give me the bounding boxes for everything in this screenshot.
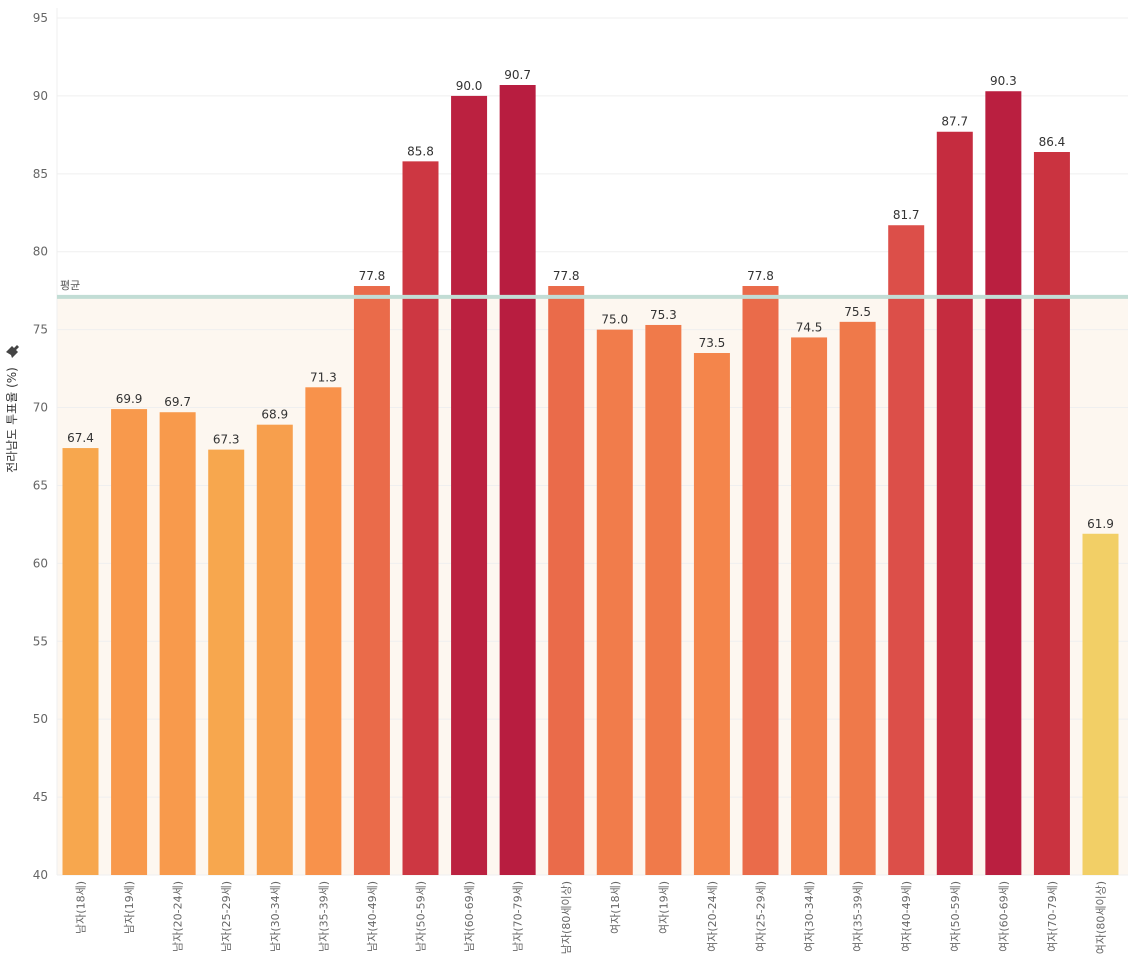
bar-value-label: 75.5 bbox=[844, 305, 871, 319]
x-category-label: 여자(60-69세) bbox=[997, 881, 1010, 952]
bar[interactable] bbox=[936, 131, 973, 876]
x-category-label: 여자(70-79세) bbox=[1046, 881, 1059, 952]
bar[interactable] bbox=[305, 387, 342, 875]
y-tick-label: 65 bbox=[33, 478, 48, 492]
bar-value-label: 74.5 bbox=[796, 320, 823, 334]
y-axis-label: 전라남도 투표율 (%) bbox=[5, 367, 19, 473]
bar-value-label: 90.3 bbox=[990, 74, 1017, 88]
bar[interactable] bbox=[208, 449, 245, 875]
x-category-label: 여자(50-59세) bbox=[949, 881, 962, 952]
y-tick-label: 75 bbox=[33, 323, 48, 337]
bar-value-label: 87.7 bbox=[941, 115, 968, 129]
x-category-label: 남자(19세) bbox=[123, 881, 136, 934]
bar[interactable] bbox=[985, 91, 1022, 875]
bar-value-label: 90.7 bbox=[504, 68, 531, 82]
bar-value-label: 81.7 bbox=[893, 208, 920, 222]
x-category-label: 남자(25-29세) bbox=[220, 881, 233, 952]
bar[interactable] bbox=[548, 286, 585, 875]
bar[interactable] bbox=[353, 286, 390, 875]
bar[interactable] bbox=[451, 95, 488, 876]
bar-value-label: 75.0 bbox=[601, 313, 628, 327]
x-category-label: 여자(35-39세) bbox=[852, 881, 865, 952]
bar[interactable] bbox=[62, 448, 99, 875]
x-category-label: 남자(60-69세) bbox=[463, 881, 476, 952]
bar-value-label: 68.9 bbox=[261, 408, 288, 422]
x-category-label: 여자(19세) bbox=[657, 881, 670, 934]
y-tick-label: 50 bbox=[33, 712, 48, 726]
bar-value-label: 69.7 bbox=[164, 395, 191, 409]
x-category-label: 여자(80세이상) bbox=[1095, 881, 1108, 954]
x-category-label: 남자(35-39세) bbox=[317, 881, 330, 952]
bar-value-label: 61.9 bbox=[1087, 517, 1114, 531]
y-tick-label: 95 bbox=[33, 11, 48, 25]
x-category-label: 남자(80세이상) bbox=[560, 881, 573, 954]
bar[interactable] bbox=[596, 329, 633, 875]
bar[interactable] bbox=[1082, 533, 1119, 875]
x-category-label: 남자(20-24세) bbox=[172, 881, 185, 952]
bar[interactable] bbox=[159, 412, 196, 875]
pin-icon bbox=[6, 345, 19, 358]
bar[interactable] bbox=[693, 353, 730, 875]
bar-value-label: 75.3 bbox=[650, 308, 677, 322]
x-category-label: 남자(40-49세) bbox=[366, 881, 379, 952]
bar-value-label: 67.4 bbox=[67, 431, 94, 445]
bar[interactable] bbox=[839, 321, 876, 875]
bar[interactable] bbox=[111, 409, 148, 875]
bar[interactable] bbox=[1033, 152, 1070, 875]
x-category-label: 여자(20-24세) bbox=[706, 881, 719, 952]
y-tick-label: 90 bbox=[33, 89, 48, 103]
bar-value-label: 90.0 bbox=[456, 79, 483, 93]
y-tick-label: 80 bbox=[33, 245, 48, 259]
bar-value-label: 86.4 bbox=[1039, 135, 1066, 149]
y-tick-label: 60 bbox=[33, 556, 48, 570]
y-tick-label: 70 bbox=[33, 401, 48, 415]
bar-value-label: 71.3 bbox=[310, 370, 337, 384]
bar[interactable] bbox=[645, 324, 682, 876]
bar[interactable] bbox=[402, 161, 439, 875]
average-reference-label: 평균 bbox=[60, 279, 80, 292]
y-tick-label: 40 bbox=[33, 868, 48, 882]
x-category-label: 여자(18세) bbox=[609, 881, 622, 934]
bar[interactable] bbox=[256, 424, 293, 875]
y-axis-title: 전라남도 투표율 (%) bbox=[5, 345, 19, 473]
x-category-label: 여자(25-29세) bbox=[755, 881, 768, 952]
x-category-label: 남자(50-59세) bbox=[415, 881, 428, 952]
y-tick-label: 85 bbox=[33, 167, 48, 181]
x-category-label: 남자(70-79세) bbox=[512, 881, 525, 952]
x-category-label: 남자(18세) bbox=[75, 881, 88, 934]
x-category-label: 여자(40-49세) bbox=[900, 881, 913, 952]
bar-value-label: 77.8 bbox=[359, 269, 386, 283]
x-category-label: 남자(30-34세) bbox=[269, 881, 282, 952]
bar[interactable] bbox=[888, 225, 925, 876]
bar-value-label: 69.9 bbox=[116, 392, 143, 406]
y-tick-label: 55 bbox=[33, 634, 48, 648]
bar[interactable] bbox=[742, 286, 779, 875]
bar-value-label: 77.8 bbox=[747, 269, 774, 283]
x-category-label: 여자(30-34세) bbox=[803, 881, 816, 952]
bar-value-label: 85.8 bbox=[407, 144, 434, 158]
bar[interactable] bbox=[499, 85, 536, 875]
bar[interactable] bbox=[791, 337, 828, 876]
bar-value-label: 67.3 bbox=[213, 433, 240, 447]
bar-value-label: 77.8 bbox=[553, 269, 580, 283]
bar-value-label: 73.5 bbox=[699, 336, 726, 350]
y-tick-label: 45 bbox=[33, 790, 48, 804]
